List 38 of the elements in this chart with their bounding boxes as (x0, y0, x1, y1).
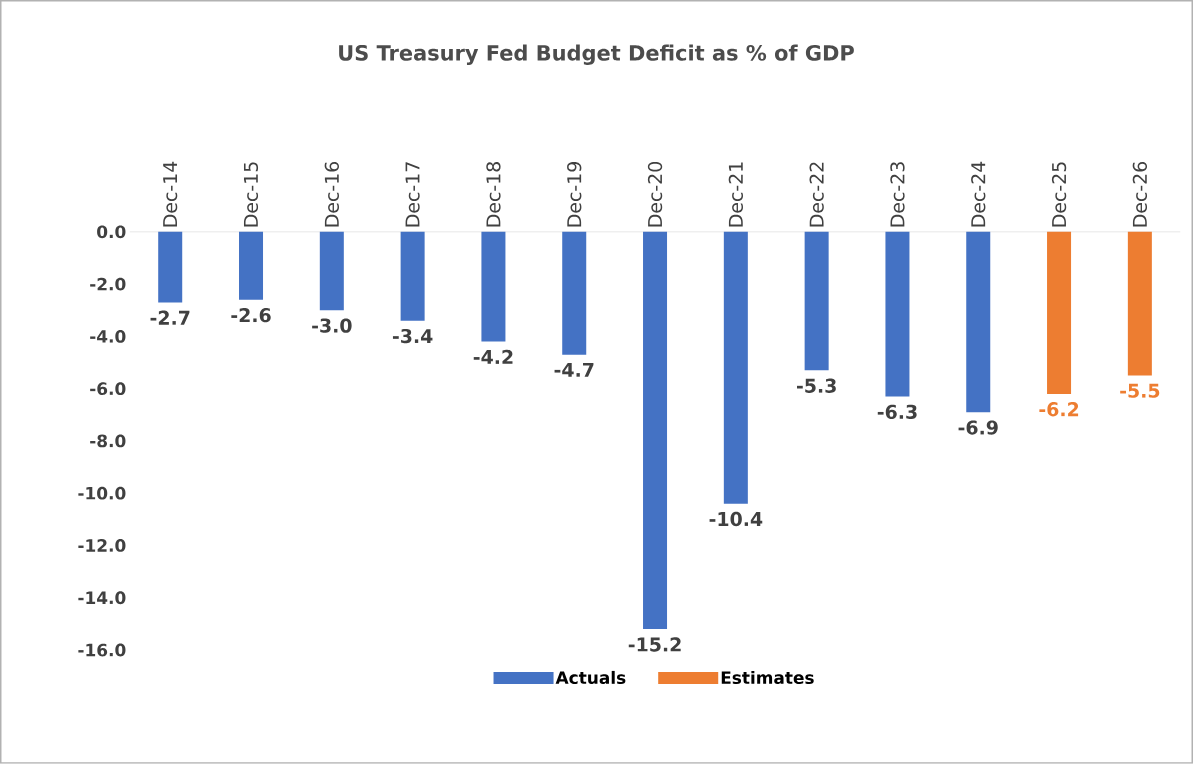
x-tick-label: Dec-25 (1051, 162, 1067, 227)
data-label: -3.0 (312, 318, 352, 333)
x-tick-label: Dec-24 (971, 161, 986, 227)
x-tick-label: Dec-19 (567, 162, 582, 227)
y-tick-label: -14.0 (78, 591, 126, 605)
x-tick-label: Dec-21 (728, 162, 743, 227)
data-label: -5.5 (1120, 383, 1160, 398)
x-tick-label: Dec-17 (405, 162, 420, 227)
x-tick-label: Dec-23 (890, 162, 905, 227)
y-tick-label: -4.0 (90, 330, 126, 343)
data-label: -6.9 (958, 420, 998, 435)
x-tick-label: Dec-14 (163, 161, 178, 227)
x-tick-label: Dec-20 (647, 162, 663, 227)
x-tick-label: Dec-16 (324, 162, 339, 227)
data-label: -15.2 (628, 637, 681, 652)
data-label: -5.3 (796, 378, 836, 393)
y-tick-label: -8.0 (90, 434, 126, 448)
x-tick-label: Dec-15 (243, 162, 259, 227)
y-tick-label: -6.0 (90, 382, 126, 396)
chart-title: US Treasury Fed Budget Deficit as % of GDP (339, 44, 854, 66)
y-tick-label: -2.0 (90, 277, 126, 291)
data-label: -3.4 (392, 329, 433, 344)
y-tick-label: -16.0 (78, 643, 126, 657)
x-tick-label: Dec-26 (1132, 162, 1148, 227)
y-tick-label: 0.0 (97, 225, 126, 239)
data-label: -2.6 (231, 308, 271, 323)
data-label: -10.4 (709, 511, 763, 527)
data-label: -4.2 (473, 349, 513, 364)
legend-label: Estimates (721, 671, 814, 685)
y-tick-label: -12.0 (78, 539, 126, 552)
data-label: -6.2 (1039, 402, 1079, 417)
x-tick-label: Dec-18 (486, 162, 501, 227)
legend-label: Actuals (555, 671, 626, 685)
data-label: -4.7 (554, 362, 594, 377)
data-label: -6.3 (877, 404, 917, 420)
data-label: -2.7 (150, 310, 190, 325)
y-tick-label: -10.0 (78, 486, 126, 500)
x-tick-label: Dec-22 (809, 162, 824, 227)
